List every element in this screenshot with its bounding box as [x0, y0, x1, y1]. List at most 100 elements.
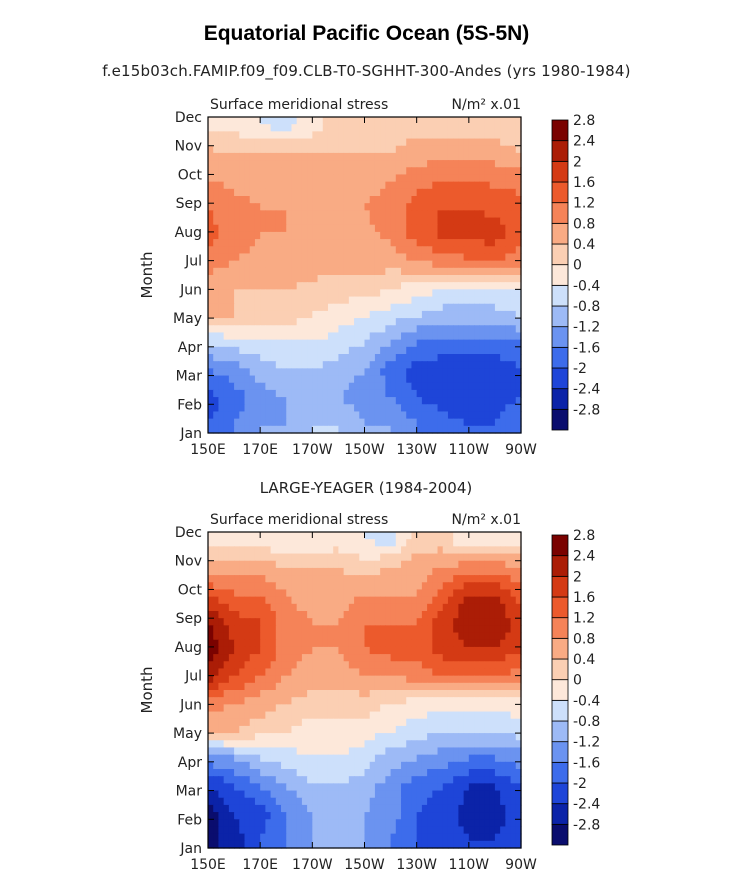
heatmap-cell	[401, 188, 407, 197]
heatmap-cell	[234, 411, 240, 420]
heatmap-cell	[223, 790, 230, 799]
heatmap-cell	[291, 339, 298, 348]
heatmap-cell	[510, 181, 517, 190]
heatmap-cell	[254, 289, 261, 298]
heatmap-cell	[406, 632, 413, 641]
heatmap-cell	[343, 690, 350, 698]
heatmap-cell	[265, 733, 272, 741]
heatmap-cell	[317, 210, 324, 219]
heatmap-cell	[312, 553, 319, 562]
heatmap-cell	[213, 725, 220, 734]
heatmap-cell	[505, 296, 512, 305]
heatmap-cell	[395, 718, 402, 727]
heatmap-cell	[301, 754, 308, 763]
heatmap-cell	[244, 704, 251, 713]
heatmap-cell	[395, 332, 402, 341]
heatmap-cell	[343, 769, 350, 777]
heatmap-cell	[338, 711, 345, 720]
heatmap-cell	[364, 145, 371, 154]
heatmap-cell	[270, 138, 277, 147]
heatmap-cell	[291, 246, 298, 255]
heatmap-cell	[208, 711, 214, 720]
heatmap-cell	[333, 303, 340, 312]
heatmap-cell	[369, 339, 376, 348]
heatmap-cell	[312, 210, 319, 219]
heatmap-cell	[296, 239, 303, 247]
heatmap-cell	[374, 425, 381, 434]
heatmap-cell	[432, 368, 439, 377]
heatmap-cell	[479, 546, 486, 555]
heatmap-cell	[453, 282, 459, 290]
heatmap-cell	[234, 239, 240, 247]
heatmap-cell	[234, 754, 240, 763]
heatmap-cell	[348, 138, 355, 147]
heatmap-cell	[208, 639, 214, 648]
heatmap-cell	[327, 217, 334, 226]
heatmap-cell	[281, 747, 287, 756]
heatmap-cell	[411, 425, 418, 434]
heatmap-cell	[390, 632, 397, 641]
heatmap-cell	[474, 790, 480, 799]
heatmap-cell	[500, 325, 506, 334]
heatmap-cell	[322, 697, 329, 705]
heatmap-cell	[228, 117, 235, 125]
heatmap-cell	[312, 389, 319, 398]
heatmap-cell	[301, 560, 308, 569]
heatmap-cell	[447, 145, 454, 154]
heatmap-cell	[453, 682, 459, 691]
heatmap-cell	[442, 596, 449, 605]
heatmap-cell	[275, 375, 282, 384]
heatmap-cell	[416, 145, 423, 154]
heatmap-cell	[322, 539, 329, 547]
heatmap-cell	[249, 210, 256, 219]
heatmap-cell	[500, 167, 506, 176]
heatmap-cell	[479, 560, 486, 569]
heatmap-cell	[374, 318, 381, 326]
heatmap-cell	[406, 346, 413, 355]
heatmap-cell	[380, 203, 386, 211]
heatmap-cell	[427, 532, 433, 540]
heatmap-cell	[411, 747, 418, 756]
heatmap-cell	[406, 296, 413, 305]
heatmap-cell	[406, 210, 413, 219]
heatmap-cell	[265, 368, 272, 377]
heatmap-cell	[395, 704, 402, 713]
heatmap-cell	[489, 546, 496, 555]
heatmap-cell	[401, 275, 407, 283]
heatmap-cell	[427, 733, 433, 741]
heatmap-cell	[411, 639, 418, 648]
heatmap-cell	[213, 646, 220, 655]
heatmap-cell	[500, 160, 506, 168]
heatmap-cell	[484, 296, 491, 305]
heatmap-cell	[374, 117, 381, 125]
heatmap-cell	[395, 152, 402, 161]
heatmap-cell	[442, 368, 449, 377]
heatmap-cell	[374, 697, 381, 705]
heatmap-cell	[432, 382, 439, 391]
heatmap-cell	[275, 411, 282, 420]
heatmap-cell	[228, 188, 235, 197]
heatmap-cell	[385, 117, 392, 125]
heatmap-cell	[411, 769, 418, 777]
heatmap-cell	[458, 769, 465, 777]
heatmap-cell	[317, 368, 324, 377]
heatmap-cell	[479, 375, 486, 384]
heatmap-cell	[322, 425, 329, 434]
heatmap-cell	[354, 332, 360, 341]
heatmap-cell	[369, 325, 376, 334]
heatmap-cell	[369, 661, 376, 670]
heatmap-cell	[312, 797, 319, 806]
heatmap-cell	[228, 675, 235, 684]
heatmap-cell	[474, 747, 480, 756]
heatmap-cell	[244, 138, 251, 147]
heatmap-cell	[354, 632, 360, 641]
heatmap-cell	[228, 289, 235, 298]
heatmap-cell	[458, 361, 465, 369]
heatmap-cell	[453, 354, 459, 362]
heatmap-cell	[296, 603, 303, 612]
heatmap-cell	[359, 754, 366, 763]
heatmap-cell	[474, 239, 480, 247]
heatmap-cell	[296, 783, 303, 792]
heatmap-cell	[286, 361, 293, 369]
heatmap-cell	[260, 382, 266, 391]
